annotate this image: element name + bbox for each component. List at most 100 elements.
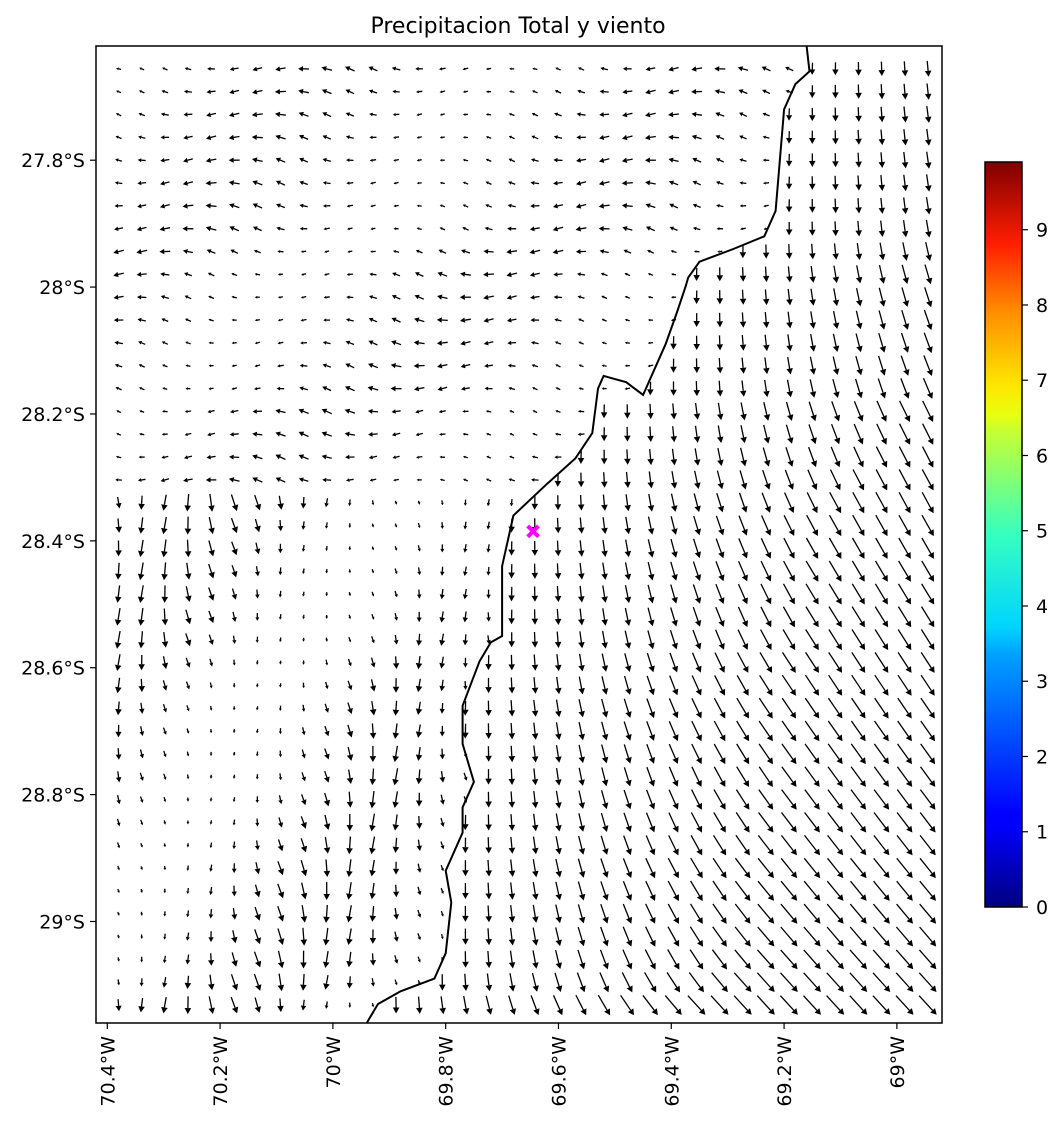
wind-arrow — [163, 911, 166, 916]
wind-arrow — [417, 479, 422, 482]
wind-arrow — [669, 204, 678, 208]
wind-arrow — [440, 456, 446, 459]
wind-arrow — [810, 379, 816, 397]
wind-arrow — [554, 135, 562, 139]
wind-arrow — [783, 652, 796, 673]
wind-arrow — [161, 318, 168, 321]
wind-arrow — [279, 683, 282, 687]
wind-arrow — [716, 539, 724, 559]
wind-arrow — [210, 775, 213, 779]
wind-arrow — [920, 813, 935, 833]
lat-tick-label: 27.8°S — [21, 150, 85, 172]
wind-arrow — [253, 203, 262, 208]
wind-arrow — [508, 564, 515, 578]
wind-arrow — [555, 836, 562, 854]
wind-arrow — [879, 356, 887, 376]
wind-arrow — [832, 85, 839, 99]
wind-arrow — [763, 245, 770, 259]
wind-arrow — [229, 203, 239, 208]
wind-arrow — [232, 364, 237, 367]
wind-arrow — [782, 790, 797, 810]
wind-arrow — [186, 911, 189, 918]
wind-arrow — [761, 607, 772, 627]
wind-arrow — [395, 980, 398, 986]
wind-arrow — [187, 729, 190, 734]
wind-arrow — [324, 793, 330, 806]
wind-arrow — [395, 591, 398, 598]
wind-arrow — [855, 130, 862, 145]
wind-arrow — [806, 561, 818, 582]
wind-arrow — [485, 701, 492, 717]
wind-arrow — [325, 522, 328, 528]
wind-arrow — [781, 927, 798, 947]
wind-arrow — [920, 790, 935, 810]
wind-arrow — [186, 682, 190, 690]
wind-arrow — [301, 883, 307, 900]
wind-arrow — [691, 89, 702, 94]
wind-arrow — [902, 242, 909, 260]
wind-arrow — [809, 153, 816, 167]
wind-arrow — [255, 841, 260, 851]
wind-arrow — [416, 747, 423, 761]
wind-arrow — [532, 882, 539, 900]
wind-arrow — [648, 319, 653, 322]
wind-arrow — [599, 158, 609, 163]
wind-arrow — [647, 404, 654, 419]
wind-arrow — [463, 589, 468, 599]
wind-arrow — [324, 296, 330, 299]
wind-arrow — [647, 813, 656, 833]
wind-arrow — [394, 955, 398, 964]
wind-arrow — [717, 335, 724, 350]
wind-arrow — [485, 792, 492, 808]
wind-arrow — [136, 249, 147, 254]
wind-arrow — [902, 61, 909, 76]
lon-tick-label: 69.6°W — [548, 1036, 570, 1107]
wind-arrow — [919, 950, 936, 969]
wind-arrow — [486, 544, 490, 552]
wind-arrow — [735, 858, 750, 878]
wind-arrow — [462, 227, 468, 230]
wind-arrow — [873, 904, 890, 924]
wind-arrow — [853, 470, 864, 491]
wind-arrow — [875, 652, 888, 673]
wind-arrow — [532, 364, 538, 367]
wind-arrow — [758, 881, 774, 901]
wind-arrow — [369, 860, 376, 876]
wind-arrow — [855, 85, 862, 99]
wind-arrow — [114, 295, 124, 300]
wind-arrow — [299, 432, 309, 437]
wind-arrow — [276, 204, 285, 208]
wind-arrow — [210, 706, 213, 711]
wind-arrow — [418, 501, 421, 505]
wind-arrow — [851, 813, 866, 833]
wind-arrow — [717, 227, 723, 230]
wind-arrow — [763, 159, 769, 162]
wind-arrow — [231, 908, 237, 920]
wind-arrow — [601, 296, 607, 299]
wind-arrow — [532, 700, 539, 717]
wind-arrow — [300, 974, 307, 991]
wind-arrow — [348, 1003, 351, 1008]
wind-arrow — [694, 426, 701, 443]
wind-arrow — [301, 521, 305, 530]
wind-arrow — [187, 866, 190, 871]
wind-arrow — [487, 499, 491, 506]
wind-arrow — [299, 181, 308, 185]
wind-arrow — [645, 972, 657, 992]
wind-arrow — [716, 561, 725, 581]
wind-arrow — [301, 1000, 306, 1011]
wind-arrow — [532, 587, 539, 602]
wind-arrow — [140, 934, 143, 939]
wind-arrow — [185, 410, 191, 413]
wind-arrow — [809, 402, 817, 422]
wind-arrow — [393, 701, 400, 716]
wind-arrow — [137, 295, 146, 300]
wind-arrow — [440, 703, 445, 714]
wind-arrow — [299, 386, 308, 390]
wind-arrow — [668, 858, 679, 878]
wind-arrow — [532, 677, 539, 694]
wind-arrow — [717, 290, 724, 304]
wind-arrow — [782, 744, 797, 764]
wind-arrow — [256, 752, 259, 757]
